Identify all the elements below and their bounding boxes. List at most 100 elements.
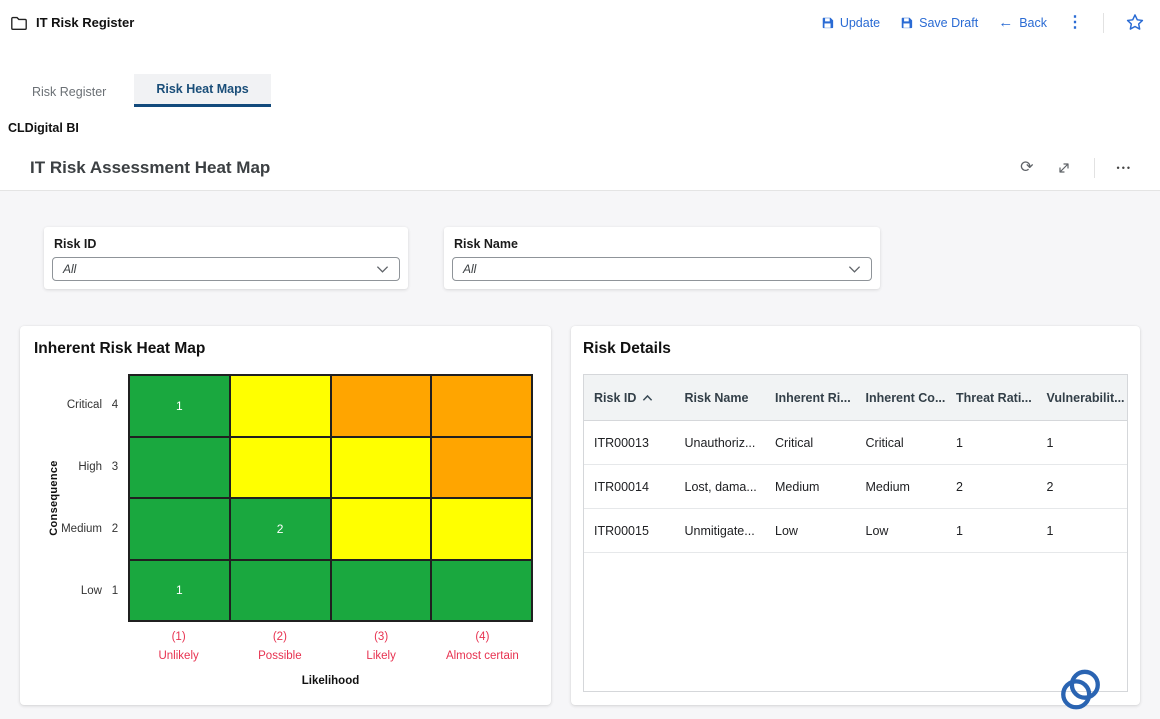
- heatmap-left-axis: Consequence Critical 4 High 3 Medium 2 Low 1: [34, 374, 128, 622]
- heatmap-cell-medium-2[interactable]: 2: [230, 499, 330, 559]
- report-actions-divider: [1093, 157, 1095, 178]
- record-header: IT Risk Register: [10, 14, 134, 32]
- y-axis-tick: Low 1: [80, 585, 119, 597]
- table-cell[interactable]: Low: [865, 523, 889, 538]
- update-button[interactable]: Update: [821, 16, 880, 30]
- heatmap-cell-high-1[interactable]: [130, 437, 229, 497]
- ellipsis-icon[interactable]: •••: [1116, 162, 1132, 173]
- dashboard-content: Risk ID All Risk Name All Inherent Risk …: [0, 191, 1160, 719]
- table-cell[interactable]: 1: [956, 523, 963, 538]
- y-axis-tick: High 3: [78, 461, 119, 473]
- heatmap-x-axis: (1) Unlikely (2) Possible (3) Likely (4) Almost…: [128, 631, 533, 662]
- tab-risk-heat-maps[interactable]: Risk Heat Maps: [134, 74, 271, 107]
- risk-table-header-row: Risk ID Risk Name Inherent Ri... Inherent C…: [584, 375, 1127, 421]
- back-button[interactable]: ← Back: [998, 14, 1047, 31]
- table-cell[interactable]: Medium: [865, 479, 910, 494]
- dropdown-value: All: [463, 262, 477, 276]
- heatmap-cell-high-4[interactable]: [432, 437, 531, 497]
- heatmap-cell-medium-4[interactable]: [432, 499, 531, 559]
- table-row[interactable]: ITR00013 Unauthoriz... Critical Critical 1 1: [584, 421, 1127, 465]
- column-header-inherent-ri[interactable]: Inherent Ri...: [775, 390, 851, 405]
- heatmap-cell-low-3[interactable]: [331, 560, 431, 620]
- table-cell[interactable]: Unmitigate...: [684, 523, 755, 538]
- column-header-risk-name[interactable]: Risk Name: [684, 390, 749, 405]
- update-label: Update: [839, 15, 881, 30]
- x-axis-tick: (2) Possible: [258, 631, 302, 662]
- heatmap-cell-critical-2[interactable]: [230, 376, 330, 436]
- heatmap-panel: Inherent Risk Heat Map Consequence Criti…: [20, 326, 551, 705]
- y-axis-tick: Medium 2: [61, 523, 119, 535]
- heatmap-cell-critical-4[interactable]: [432, 376, 531, 436]
- heatmap-cell-critical-3[interactable]: [331, 376, 431, 436]
- save-icon: [901, 17, 913, 29]
- tab-bar: Risk Register Risk Heat Maps: [0, 74, 1160, 107]
- heatmap-panel-title: Inherent Risk Heat Map: [34, 340, 206, 357]
- filter-card-risk-id: Risk ID All: [44, 227, 408, 289]
- heatmap-cell-critical-1[interactable]: 1: [130, 376, 229, 436]
- table-cell[interactable]: Unauthoriz...: [684, 435, 756, 450]
- table-cell[interactable]: ITR00015: [594, 523, 649, 538]
- risk-name-dropdown[interactable]: All: [452, 257, 872, 281]
- chevron-down-icon: [848, 265, 861, 273]
- heatmap-cell-high-2[interactable]: [230, 437, 330, 497]
- column-header-inherent-co[interactable]: Inherent Co...: [865, 390, 946, 405]
- save-draft-button[interactable]: Save Draft: [900, 16, 978, 30]
- top-bar: IT Risk Register Update Save Draft ← Bac…: [0, 0, 1160, 45]
- panels-row: Inherent Risk Heat Map Consequence Criti…: [20, 326, 1140, 710]
- save-icon: [822, 17, 833, 29]
- table-row[interactable]: ITR00015 Unmitigate... Low Low 1 1: [584, 509, 1127, 553]
- heatmap-cell-high-3[interactable]: [331, 437, 431, 497]
- table-cell[interactable]: Critical: [865, 435, 904, 450]
- tab-risk-register[interactable]: Risk Register: [32, 85, 107, 99]
- table-cell[interactable]: 1: [1046, 523, 1054, 538]
- table-row[interactable]: ITR00014 Lost, dama... Medium Medium 2 2: [584, 465, 1127, 509]
- table-cell[interactable]: 1: [1046, 435, 1054, 450]
- column-header-vulnerabilit[interactable]: Vulnerabilit...: [1046, 390, 1125, 405]
- filter-label: Risk Name: [454, 237, 518, 251]
- risk-table-body: ITR00013 Unauthoriz... Critical Critical 1 1 I…: [584, 421, 1127, 553]
- heatmap-cell-low-2[interactable]: [230, 560, 330, 620]
- heatmap-cell-medium-1[interactable]: [130, 499, 229, 559]
- risk-id-dropdown[interactable]: All: [52, 257, 400, 281]
- kebab-icon[interactable]: ⋮: [1067, 13, 1083, 31]
- heatmap-y-axis: Critical 4 High 3 Medium 2 Low 1: [56, 374, 128, 622]
- page-title: IT Risk Assessment Heat Map: [30, 157, 271, 177]
- risk-details-title: Risk Details: [583, 340, 671, 357]
- table-cell[interactable]: 2: [956, 479, 963, 494]
- record-title: IT Risk Register: [36, 15, 135, 30]
- back-label: Back: [1019, 15, 1047, 30]
- x-axis-tick: (1) Unlikely: [158, 631, 199, 662]
- table-cell[interactable]: ITR00014: [594, 479, 649, 494]
- table-cell[interactable]: Medium: [775, 479, 820, 494]
- sort-ascending-icon: [643, 394, 653, 401]
- risk-table: Risk ID Risk Name Inherent Ri... Inherent C…: [583, 374, 1128, 692]
- column-header-risk-id[interactable]: Risk ID: [584, 391, 675, 405]
- x-axis-title: Likelihood: [301, 675, 360, 687]
- table-cell[interactable]: Low: [775, 523, 798, 538]
- heatmap-cell-low-4[interactable]: [432, 560, 531, 620]
- expand-icon[interactable]: [1056, 160, 1072, 176]
- toolbar-actions: Update Save Draft ← Back ⋮: [821, 12, 1146, 34]
- chevron-down-icon: [376, 265, 389, 273]
- table-cell[interactable]: ITR00013: [594, 435, 649, 450]
- heatmap-cell-low-1[interactable]: 1: [130, 560, 229, 620]
- column-header-threat-rati[interactable]: Threat Rati...: [956, 390, 1032, 405]
- star-icon[interactable]: [1124, 12, 1146, 34]
- breadcrumb: CLDigital BI: [8, 121, 79, 135]
- back-arrow-icon: ←: [998, 14, 1014, 31]
- refresh-icon[interactable]: ⟳: [1020, 158, 1034, 176]
- save-draft-label: Save Draft: [919, 15, 979, 30]
- heatmap-cell-medium-3[interactable]: [331, 499, 431, 559]
- risk-details-panel: Risk Details Risk ID Risk Name Inherent Ri…: [571, 326, 1140, 710]
- table-cell[interactable]: 2: [1046, 479, 1054, 494]
- x-axis-tick: (4) Almost certain: [445, 631, 519, 662]
- folder-icon: [11, 16, 27, 30]
- filters-row: Risk ID All Risk Name All: [44, 227, 1140, 289]
- table-cell[interactable]: 1: [956, 435, 963, 450]
- table-cell[interactable]: Critical: [775, 435, 814, 450]
- filter-label: Risk ID: [54, 237, 97, 251]
- table-cell[interactable]: Lost, dama...: [684, 479, 757, 494]
- spinner-icon: [1061, 669, 1100, 710]
